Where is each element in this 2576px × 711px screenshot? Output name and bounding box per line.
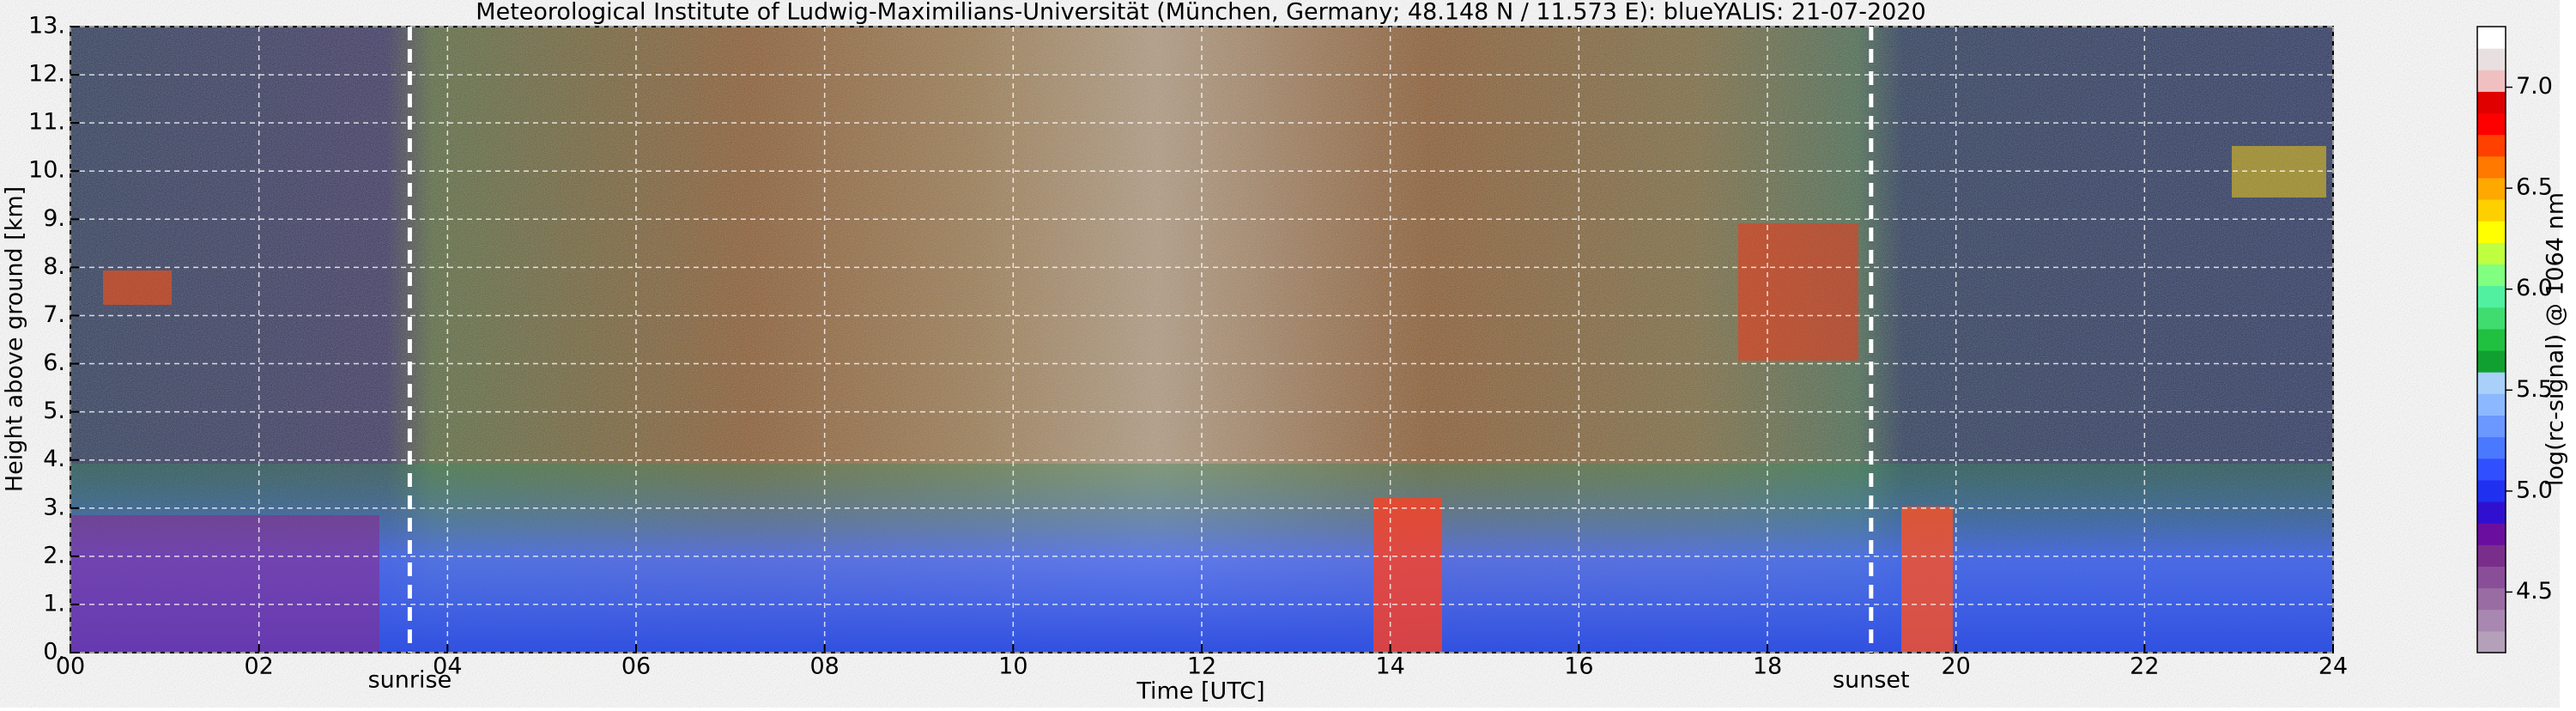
x-tick-label: 14 [1375,653,1404,680]
colorbar-band [2477,27,2506,49]
colorbar-band [2477,501,2506,524]
y-tick-label: 2. [43,542,65,568]
colorbar-band [2477,372,2506,394]
colorbar-band [2477,155,2506,179]
colorbar-band [2477,350,2506,373]
colorbar-tick-label: 7.0 [2516,73,2553,100]
y-tick-label: 5. [43,398,65,424]
colorbar-band [2477,436,2506,459]
colorbar-band [2477,307,2506,330]
colorbar-band [2477,242,2506,265]
colorbar-band [2477,609,2506,632]
colorbar-band [2477,393,2506,416]
colorbar-band [2477,328,2506,351]
colorbar-band [2477,285,2506,308]
y-tick-label: 3. [43,494,65,520]
colorbar-tick-label: 6.5 [2516,174,2553,201]
x-tick-label: 20 [1941,653,1970,680]
y-tick-label: 9. [43,205,65,232]
annotation-label: sunrise [368,667,452,694]
y-tick-label: 8. [43,253,65,280]
y-tick-label: 11. [28,109,65,136]
annotation-label: sunset [1833,667,1910,694]
y-axis-label: Height above ground [km] [2,186,28,492]
colorbar-tick-label: 6.0 [2516,275,2553,301]
colorbar-band [2477,221,2506,243]
x-tick-label: 12 [1187,653,1216,680]
colorbar-band [2477,199,2506,222]
x-tick-label: 08 [809,653,839,680]
colorbar-tick-label: 4.5 [2516,578,2553,605]
colorbar-band [2477,566,2506,589]
x-tick-label: 04 [433,653,462,680]
y-tick-label: 12. [28,61,65,88]
colorbar-band [2477,479,2506,502]
x-tick-label: 02 [244,653,273,680]
colorbar-band [2477,112,2506,136]
colorbar-band [2477,415,2506,438]
colorbar-label: log(rc-signal) @ 1064 nm [2543,192,2569,486]
colorbar-band [2477,587,2506,611]
colorbar-band [2477,544,2506,567]
x-tick-label: 00 [56,653,85,680]
y-tick-label: 0. [43,639,65,665]
x-tick-label: 10 [998,653,1027,680]
colorbar-band [2477,523,2506,545]
colorbar-band [2477,134,2506,157]
y-tick-label: 13. [28,13,65,40]
chart-title: Meteorological Institute of Ludwig-Maxim… [476,0,1925,26]
y-tick-label: 7. [43,301,65,328]
colorbar-band [2477,177,2506,200]
colorbar-band [2477,70,2506,92]
x-tick-label: 22 [2130,653,2159,680]
y-tick-label: 10. [28,157,65,184]
y-tick-label: 6. [43,349,65,376]
y-tick-label: 4. [43,446,65,472]
colorbar-band [2477,91,2506,114]
y-tick-label: 1. [43,590,65,617]
x-tick-label: 18 [1753,653,1782,680]
colorbar-band [2477,458,2506,481]
x-tick-label: 24 [2318,653,2348,680]
x-tick-label: 06 [621,653,651,680]
colorbar-tick-label: 5.5 [2516,376,2553,403]
colorbar-tick-label: 5.0 [2516,477,2553,503]
colorbar-frame [2476,26,2506,653]
x-axis-label: Time [UTC] [1136,678,1264,705]
colorbar-band [2477,48,2506,70]
x-tick-label: 16 [1564,653,1593,680]
colorbar-band [2477,264,2506,287]
colorbar-band [2477,630,2506,653]
